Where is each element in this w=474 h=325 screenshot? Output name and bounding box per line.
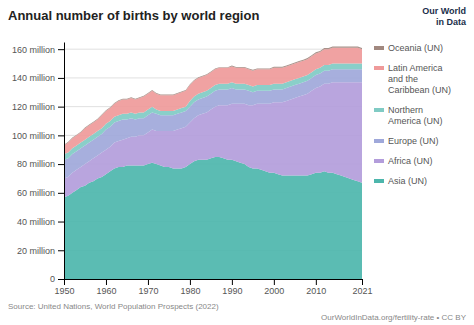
x-tick-label: 2000	[264, 286, 284, 296]
x-tick: 1950	[54, 279, 74, 296]
area	[64, 46, 362, 145]
y-tick-mark	[58, 135, 64, 136]
legend-label: Asia (UN)	[388, 176, 427, 186]
x-tick-label: 1990	[222, 286, 242, 296]
x-tick-label: 2021	[352, 286, 372, 296]
y-tick: 40 million	[17, 217, 64, 227]
legend-label: Africa (UN)	[388, 156, 433, 166]
legend-swatch	[374, 46, 384, 50]
area	[64, 157, 362, 279]
y-tick-mark	[58, 222, 64, 223]
y-tick-mark	[58, 193, 64, 194]
x-tick-label: 1970	[138, 286, 158, 296]
grid-line	[64, 49, 362, 50]
y-tick-label: 80 million	[17, 159, 55, 169]
x-tick-mark	[190, 279, 191, 285]
x-tick-mark	[232, 279, 233, 285]
y-tick: 140 million	[12, 73, 64, 83]
y-tick: 120 million	[12, 102, 64, 112]
source-note: Source: United Nations, World Population…	[8, 302, 219, 311]
y-tick: 160 million	[12, 45, 64, 55]
y-tick: 100 million	[12, 131, 64, 141]
y-tick: 80 million	[17, 159, 64, 169]
y-tick: 60 million	[17, 188, 64, 198]
x-tick-label: 1980	[180, 286, 200, 296]
y-tick-label: 60 million	[17, 188, 55, 198]
legend-swatch	[374, 108, 384, 112]
x-tick-mark	[148, 279, 149, 285]
areas	[64, 46, 362, 279]
legend-swatch	[374, 139, 384, 143]
x-tick: 2010	[306, 279, 326, 296]
x-tick-mark	[362, 279, 363, 285]
legend-swatch	[374, 66, 384, 70]
x-axis-line	[65, 279, 363, 280]
y-tick-mark	[58, 279, 64, 280]
x-tick-label: 2010	[306, 286, 326, 296]
x-tick-mark	[316, 279, 317, 285]
y-tick-mark	[58, 107, 64, 108]
legend-entry: NorthernAmerica (UN)	[374, 105, 443, 126]
x-tick-mark	[64, 279, 65, 285]
legend-swatch	[374, 179, 384, 183]
y-tick-label: 100 million	[12, 131, 55, 141]
y-tick-label: 120 million	[12, 102, 55, 112]
y-tick-mark	[58, 78, 64, 79]
y-tick-mark	[58, 49, 64, 50]
legend-label: Europe (UN)	[388, 136, 439, 146]
y-tick: 0	[50, 274, 64, 284]
x-tick-label: 1950	[54, 286, 74, 296]
title: Annual number of births by world region	[8, 8, 259, 23]
legend: Oceania (UN) Latin Americaand theCaribbea…	[374, 43, 451, 186]
credit-note: OurWorldInData.org/fertility-rate • CC B…	[321, 313, 467, 322]
legend-label: NorthernAmerica (UN)	[388, 105, 443, 126]
x-tick: 1990	[222, 279, 242, 296]
chart: Annual number of births by world region 0…	[0, 0, 474, 325]
x-tick-label: 1960	[96, 286, 116, 296]
x-tick: 2021	[352, 279, 372, 296]
legend-swatch	[374, 159, 384, 163]
legend-entry: Oceania (UN)	[374, 43, 443, 53]
y-tick-label: 140 million	[12, 73, 55, 83]
y-axis: 0 20 million 40 million 60 million 80 millio…	[12, 43, 65, 285]
x-tick-mark	[106, 279, 107, 285]
legend-entry: Africa (UN)	[374, 156, 433, 166]
x-tick: 1980	[180, 279, 200, 296]
y-tick-label: 20 million	[17, 246, 55, 256]
legend-entry: Asia (UN)	[374, 176, 427, 186]
legend-label: Latin Americaand theCaribbean (UN)	[388, 63, 451, 95]
y-tick-label: 40 million	[17, 217, 55, 227]
logo-text: Our Worldin Data	[422, 6, 467, 27]
y-tick: 20 million	[17, 246, 64, 256]
y-tick-mark	[58, 250, 64, 251]
x-tick: 1970	[138, 279, 158, 296]
x-tick: 1960	[96, 279, 116, 296]
y-tick-label: 160 million	[12, 45, 55, 55]
y-tick-mark	[58, 164, 64, 165]
x-tick-mark	[274, 279, 275, 285]
area	[64, 48, 362, 154]
legend-entry: Latin Americaand theCaribbean (UN)	[374, 63, 451, 95]
plot: 0 20 million 40 million 60 million 80 millio…	[12, 43, 373, 297]
y-axis-line	[64, 43, 65, 280]
legend-label: Oceania (UN)	[388, 43, 443, 53]
x-axis: 1950 1960 1970 1980 1990 2000 2010 2021	[54, 279, 372, 296]
y-tick-label: 0	[50, 274, 55, 284]
legend-entry: Europe (UN)	[374, 136, 439, 146]
x-tick: 2000	[264, 279, 284, 296]
